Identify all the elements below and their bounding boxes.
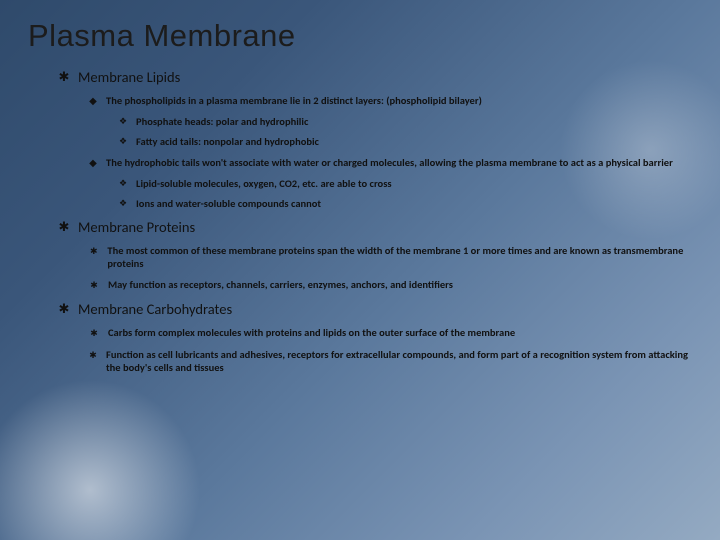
section-lipids: ✱ Membrane Lipids ◆ The phospholipids in…	[58, 68, 692, 210]
asterisk-icon: ✱	[88, 327, 100, 341]
section-proteins: ✱ Membrane Proteins ✱ The most common of…	[58, 218, 692, 292]
list-item: ❖ Lipid-soluble molecules, oxygen, CO2, …	[118, 177, 692, 190]
item-text: The hydrophobic tails won't associate wi…	[106, 156, 673, 169]
diamond-outline-icon: ❖	[118, 197, 128, 210]
item-text: Carbs form complex molecules with protei…	[108, 326, 515, 339]
item-text: Fatty acid tails: nonpolar and hydrophob…	[136, 135, 319, 148]
asterisk-icon: ✱	[88, 245, 99, 259]
item-text: The phospholipids in a plasma membrane l…	[106, 94, 482, 107]
diamond-icon: ◆	[88, 156, 98, 170]
section-heading: Membrane Lipids	[78, 68, 180, 86]
item-text: May function as receptors, channels, car…	[108, 278, 453, 291]
diamond-outline-icon: ❖	[118, 135, 128, 148]
diamond-outline-icon: ❖	[118, 115, 128, 128]
section-heading: Membrane Carbohydrates	[78, 300, 232, 318]
list-item: ❖ Fatty acid tails: nonpolar and hydroph…	[118, 135, 692, 148]
list-item: ✱ Function as cell lubricants and adhesi…	[88, 348, 692, 374]
asterisk-icon: ✱	[58, 69, 70, 87]
asterisk-icon: ✱	[88, 349, 98, 363]
diamond-outline-icon: ❖	[118, 177, 128, 190]
list-item: ◆ The hydrophobic tails won't associate …	[88, 156, 692, 210]
list-item: ❖ Phosphate heads: polar and hydrophilic	[118, 115, 692, 128]
asterisk-icon: ✱	[88, 279, 100, 293]
list-item: ❖ Ions and water-soluble compounds canno…	[118, 197, 692, 210]
content-list: ✱ Membrane Lipids ◆ The phospholipids in…	[58, 68, 692, 374]
item-text: The most common of these membrane protei…	[107, 244, 692, 270]
section-heading: Membrane Proteins	[78, 218, 195, 236]
item-text: Phosphate heads: polar and hydrophilic	[136, 115, 308, 128]
item-text: Lipid-soluble molecules, oxygen, CO2, et…	[136, 177, 392, 190]
list-item: ✱ Carbs form complex molecules with prot…	[88, 326, 692, 340]
list-item: ✱ May function as receptors, channels, c…	[88, 278, 692, 292]
slide-title: Plasma Membrane	[28, 18, 692, 54]
asterisk-icon: ✱	[58, 219, 70, 237]
section-carbs: ✱ Membrane Carbohydrates ✱ Carbs form co…	[58, 300, 692, 374]
slide: Plasma Membrane ✱ Membrane Lipids ◆ The …	[0, 0, 720, 540]
list-item: ◆ The phospholipids in a plasma membrane…	[88, 94, 692, 148]
diamond-icon: ◆	[88, 94, 98, 108]
list-item: ✱ The most common of these membrane prot…	[88, 244, 692, 270]
item-text: Ions and water-soluble compounds cannot	[136, 197, 321, 210]
item-text: Function as cell lubricants and adhesive…	[106, 348, 692, 374]
asterisk-icon: ✱	[58, 301, 70, 319]
